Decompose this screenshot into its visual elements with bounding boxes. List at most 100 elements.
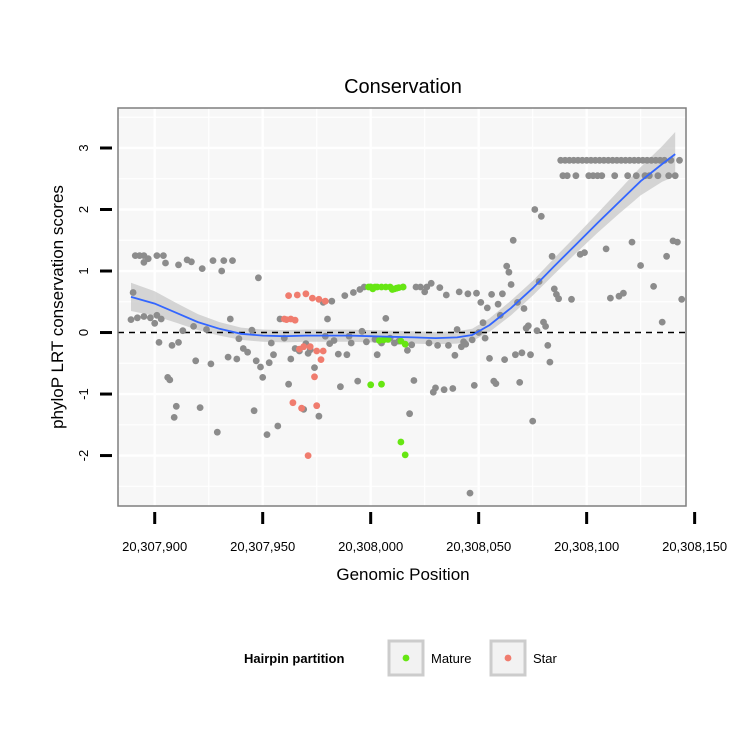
data-point-other [166, 376, 174, 384]
data-point-other [220, 257, 228, 264]
data-point-other [537, 212, 545, 220]
data-point-other [330, 337, 338, 344]
data-point-other [267, 339, 275, 347]
data-point-other [620, 289, 627, 297]
data-point-other [507, 281, 515, 288]
data-point-other [462, 340, 470, 348]
data-point-other [134, 314, 141, 322]
data-point-other [427, 279, 435, 287]
data-point-other [555, 295, 562, 303]
data-point-mature [397, 438, 405, 446]
data-point-other [494, 300, 502, 308]
data-point-other [572, 172, 580, 180]
data-point-other [425, 339, 433, 347]
data-point-other [637, 262, 644, 269]
data-point-other [162, 259, 169, 267]
data-point-other [153, 252, 161, 259]
data-point-other [598, 172, 606, 180]
data-point-star [291, 316, 299, 324]
legend: Hairpin partition Mature Star [244, 639, 558, 677]
data-point-star [311, 373, 318, 381]
data-point-other [481, 334, 489, 342]
x-tick-label: 20,308,050 [446, 539, 511, 554]
data-point-other [168, 342, 176, 349]
data-point-other [127, 316, 135, 323]
data-point-star [309, 294, 316, 302]
data-point-other [265, 359, 273, 367]
data-point-other [224, 353, 232, 361]
data-point-mature [401, 340, 409, 348]
data-point-other [192, 357, 200, 365]
data-point-other [382, 315, 390, 322]
data-point-other [218, 267, 226, 275]
ribbon-band [131, 132, 676, 345]
data-point-other [676, 156, 683, 164]
data-point-other [501, 356, 508, 363]
data-point-other [328, 297, 336, 305]
data-point-other [520, 305, 528, 312]
x-tick-label: 20,308,150 [662, 539, 727, 554]
data-point-other [449, 385, 457, 392]
data-point-other [436, 284, 444, 291]
data-point-other [518, 349, 526, 357]
data-point-other [503, 262, 511, 270]
data-point-other [548, 252, 556, 260]
data-point-other [172, 402, 180, 410]
data-point-other [408, 341, 416, 349]
data-point-other [486, 355, 493, 362]
data-point-star [285, 292, 292, 299]
data-point-other [671, 172, 679, 180]
data-point-star [319, 347, 327, 355]
data-point-other [542, 323, 549, 330]
data-point-other [466, 489, 474, 497]
data-point-star [304, 452, 312, 459]
data-point-other [140, 313, 148, 320]
data-point-other [550, 285, 558, 293]
data-point-star [317, 356, 325, 363]
data-point-other [546, 358, 554, 366]
data-point-other [209, 257, 217, 264]
data-point-other [477, 299, 485, 306]
data-point-other [663, 252, 670, 260]
data-point-other [226, 315, 234, 323]
x-axis: 20,307,900 20,307,950 20,308,000 20,308,050… [122, 512, 727, 554]
data-point-other [607, 294, 614, 302]
data-point-mature [399, 283, 407, 291]
data-point-other [505, 268, 513, 276]
chart-title: Conservation [344, 76, 462, 98]
data-point-other [658, 318, 666, 326]
scatter-points [127, 156, 686, 497]
y-tick-label: -1 [76, 388, 91, 400]
data-point-other [440, 386, 448, 394]
data-point-star [289, 399, 297, 407]
data-point-other [334, 350, 342, 358]
data-point-other [350, 289, 357, 296]
data-point-star [306, 343, 314, 351]
x-tick-label: 20,307,900 [122, 539, 187, 554]
data-point-mature [367, 381, 375, 389]
data-point-other [654, 172, 662, 180]
data-point-other [442, 291, 450, 299]
data-point-other [509, 236, 517, 244]
data-point-other [190, 323, 198, 330]
y-tick-label: 1 [76, 267, 91, 274]
data-point-other [674, 238, 681, 246]
data-point-other [354, 377, 362, 385]
data-point-other [434, 342, 441, 349]
data-point-star [321, 297, 329, 305]
data-point-other [129, 289, 137, 296]
data-point-other [665, 172, 673, 180]
data-point-other [250, 407, 258, 415]
data-point-other [347, 339, 355, 347]
data-point-other [451, 351, 459, 359]
data-point-other [196, 404, 204, 411]
data-point-other [363, 338, 370, 346]
data-point-other [544, 342, 552, 349]
data-point-other [527, 351, 534, 359]
data-point-other [529, 417, 537, 425]
data-point-other [531, 206, 539, 213]
data-point-other [432, 384, 439, 392]
data-point-other [337, 383, 344, 391]
data-point-other [263, 431, 271, 438]
